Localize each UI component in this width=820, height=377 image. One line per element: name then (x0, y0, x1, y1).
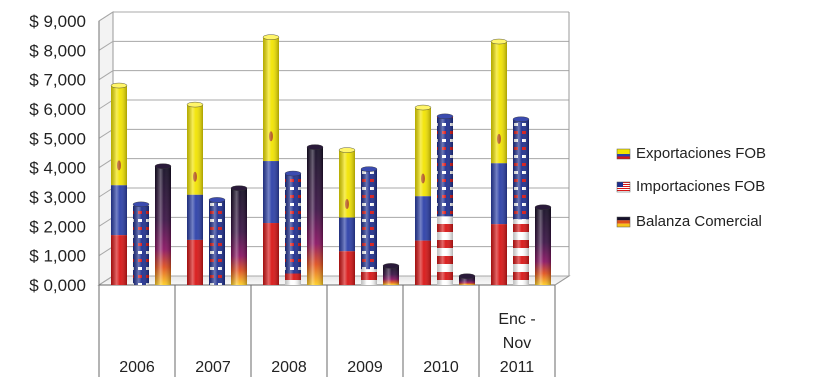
category-label: 2006 (119, 359, 155, 376)
y-tick-label: $ 4,000 (29, 159, 86, 178)
legend-label: Exportaciones FOB (636, 145, 766, 162)
floor-edge (554, 275, 570, 286)
gridline (98, 70, 569, 81)
category-label: 2008 (271, 359, 307, 376)
legend-item-importaciones: Importaciones FOB (616, 178, 765, 195)
bar-balanza (306, 144, 324, 285)
y-tick-label: $ 6,000 (29, 100, 86, 119)
bar-importaciones (360, 166, 378, 285)
bar-balanza (458, 273, 476, 285)
bar-importaciones (208, 197, 226, 285)
y-tick-label: $ 3,000 (29, 188, 86, 207)
legend-item-balanza: Balanza Comercial (616, 213, 762, 230)
legend-item-exportaciones: Exportaciones FOB (616, 145, 766, 162)
bar-exportaciones (262, 34, 280, 286)
y-tick-label: $ 1,000 (29, 247, 86, 266)
category-label: Enc - (498, 311, 535, 328)
gridline (98, 40, 569, 51)
bar-exportaciones (110, 82, 128, 286)
bar-importaciones (436, 113, 454, 285)
bar-exportaciones (338, 147, 356, 285)
y-tick-label: $ 8,000 (29, 41, 86, 60)
legend-label: Importaciones FOB (636, 178, 765, 195)
category-label: 2009 (347, 359, 383, 376)
bar-balanza (154, 163, 172, 285)
bar-balanza (230, 185, 248, 285)
y-tick-label: $ 2,000 (29, 217, 86, 236)
bar-exportaciones (490, 38, 508, 286)
legend-label: Balanza Comercial (636, 213, 762, 230)
bar-exportaciones (414, 104, 432, 286)
y-tick-label: $ 9,000 (29, 12, 86, 31)
y-tick-label: $ 7,000 (29, 71, 86, 90)
y-tick-label: $ 5,000 (29, 129, 86, 148)
bar-importaciones (132, 201, 150, 285)
category-label: 2007 (195, 359, 231, 376)
category-label: Nov (503, 335, 531, 352)
bar-importaciones (284, 170, 302, 285)
y-tick-label: $ 0,000 (29, 276, 86, 295)
bar-balanza (382, 263, 400, 285)
side-wall (98, 11, 114, 286)
category-label: 2011 (500, 359, 535, 376)
category-label: 2010 (423, 359, 459, 376)
bar-balanza (534, 204, 552, 285)
gridline (98, 11, 569, 22)
bar-importaciones (512, 116, 530, 286)
bar-exportaciones (186, 101, 204, 285)
